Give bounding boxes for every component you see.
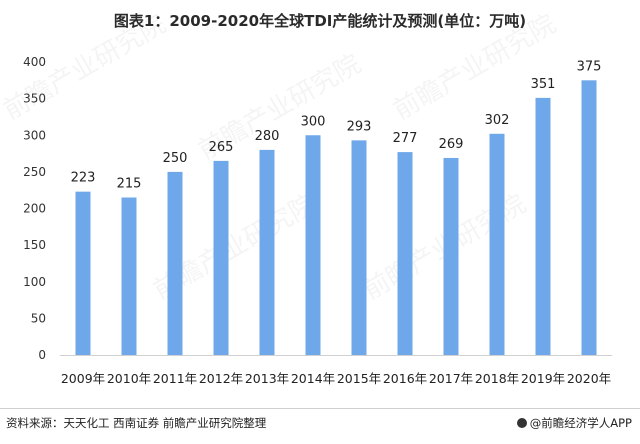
x-tick-label: 2010年 — [107, 371, 151, 386]
x-tick-label: 2015年 — [337, 371, 381, 386]
bar — [167, 171, 183, 355]
data-label: 293 — [347, 119, 372, 134]
bar — [351, 140, 367, 355]
y-tick-label: 150 — [23, 238, 46, 252]
y-tick-label: 0 — [38, 348, 46, 362]
footer-divider — [0, 408, 640, 409]
x-tick-label: 2016年 — [383, 371, 427, 386]
y-tick-label: 200 — [23, 202, 46, 216]
bar — [581, 80, 597, 355]
bar — [489, 133, 505, 355]
x-tick-label: 2009年 — [61, 371, 105, 386]
data-label: 250 — [163, 151, 188, 166]
y-tick-label: 300 — [23, 128, 46, 142]
bar — [259, 149, 275, 355]
bar — [75, 191, 91, 355]
x-tick-label: 2018年 — [475, 371, 519, 386]
data-label: 302 — [485, 113, 510, 128]
data-label: 375 — [577, 59, 602, 74]
y-tick-label: 400 — [23, 55, 46, 69]
x-tick-label: 2013年 — [245, 371, 289, 386]
brand-label: @前瞻经济学人APP — [516, 415, 632, 431]
bar-chart: 前瞻产业研究院前瞻产业研究院前瞻产业研究院前瞻产业研究院前瞻产业研究院05010… — [0, 9, 612, 386]
brand-icon — [516, 418, 527, 428]
bar — [535, 97, 551, 355]
y-tick-label: 100 — [23, 275, 46, 289]
chart-title: 图表1：2009-2020年全球TDI产能统计及预测(单位：万吨) — [113, 12, 527, 30]
y-tick-label: 350 — [23, 92, 46, 106]
x-tick-label: 2019年 — [521, 371, 565, 386]
data-label: 215 — [117, 177, 142, 192]
bar — [121, 197, 137, 355]
x-tick-label: 2017年 — [429, 371, 473, 386]
data-label: 265 — [209, 140, 234, 155]
watermark-text: 前瞻产业研究院 — [389, 9, 562, 126]
bar — [443, 157, 459, 355]
data-label: 280 — [255, 129, 280, 144]
data-label: 269 — [439, 137, 464, 152]
bar — [397, 152, 413, 355]
bar — [305, 135, 321, 355]
y-tick-label: 250 — [23, 165, 46, 179]
x-tick-label: 2012年 — [199, 371, 243, 386]
x-tick-label: 2020年 — [567, 371, 611, 386]
bar — [213, 160, 229, 355]
x-tick-label: 2014年 — [291, 371, 335, 386]
x-tick-label: 2011年 — [153, 371, 197, 386]
brand-text: @前瞻经济学人APP — [529, 416, 632, 430]
data-label: 223 — [71, 171, 96, 186]
data-label: 351 — [531, 77, 556, 92]
data-label: 300 — [301, 114, 326, 129]
source-note: 资料来源：天天化工 西南证券 前瞻产业研究院整理 — [6, 416, 267, 430]
y-tick-label: 50 — [31, 311, 46, 325]
data-label: 277 — [393, 131, 418, 146]
